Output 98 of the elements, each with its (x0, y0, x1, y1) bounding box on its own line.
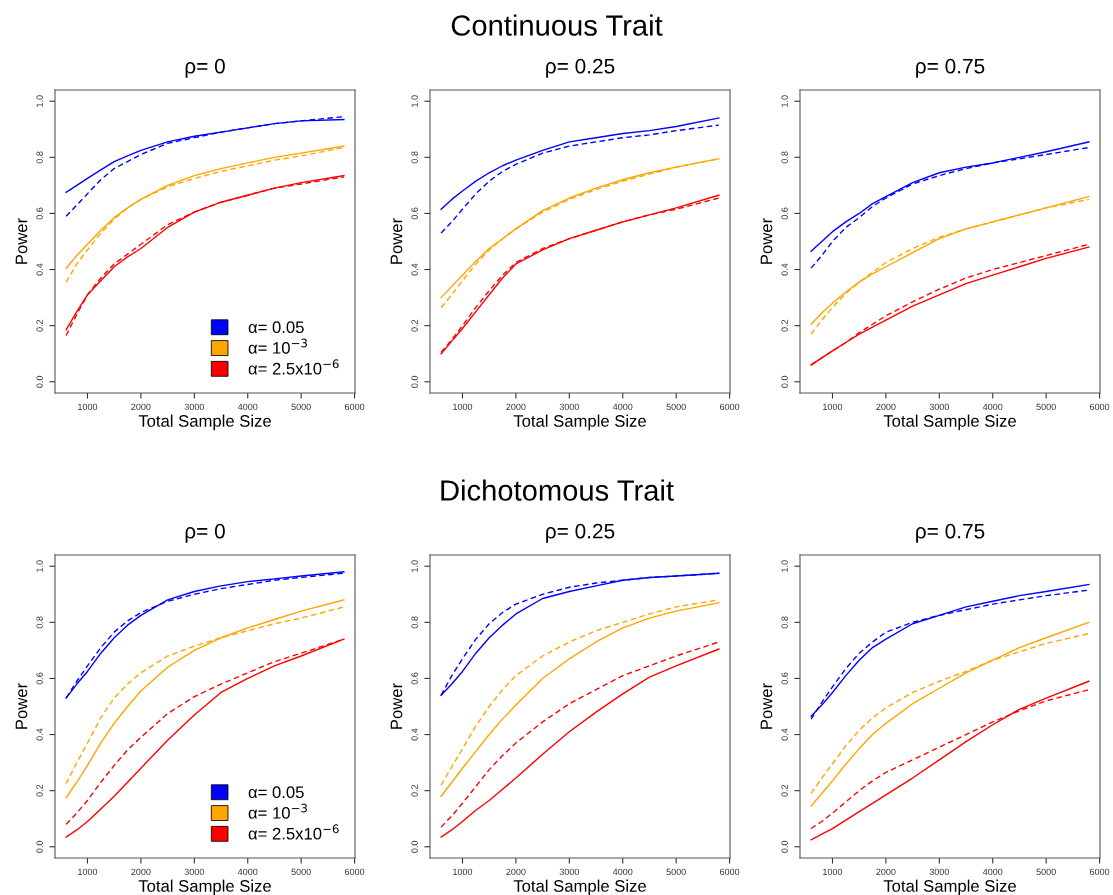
y-tick-label: 0.8 (36, 151, 43, 164)
x-axis-title: Total Sample Size (138, 879, 271, 895)
y-tick-label: 0.0 (411, 375, 418, 388)
x-tick-label: 1000 (823, 403, 843, 411)
y-tick-label: 0.0 (36, 375, 43, 388)
x-tick-label: 2000 (506, 403, 526, 411)
y-tick-label: 0.0 (781, 840, 788, 853)
x-tick-label: 4000 (237, 403, 258, 411)
x-tick-label: 6000 (1089, 403, 1110, 411)
y-tick-label: 0.8 (781, 151, 788, 164)
x-tick-label: 5000 (1036, 403, 1056, 411)
x-tick-label: 3000 (559, 868, 580, 876)
x-tick-label: 4000 (612, 403, 633, 411)
y-axis-title: Power (760, 683, 773, 729)
x-axis-title: Total Sample Size (513, 879, 646, 895)
y-tick-label: 0.2 (411, 784, 418, 797)
x-tick-label: 5000 (666, 403, 686, 411)
x-tick-label: 2000 (876, 403, 896, 411)
x-tick-label: 5000 (1036, 868, 1056, 876)
x-tick-label: 1000 (453, 868, 473, 876)
legend-label: α= 2.5x10$^{−6}$ (248, 824, 339, 840)
x-tick-label: 5000 (291, 868, 311, 876)
x-tick-label: 3000 (929, 403, 950, 411)
y-tick-label: 0.0 (411, 840, 418, 853)
y-tick-label: 1.0 (36, 560, 43, 572)
y-tick-label: 0.6 (781, 207, 788, 220)
y-tick-label: 0.4 (781, 728, 788, 741)
legend-label: α= 0.05 (248, 786, 304, 799)
legend-label: α= 10$^{−3}$ (248, 803, 307, 819)
x-tick-label: 1000 (78, 868, 98, 876)
x-tick-label: 2000 (876, 868, 896, 876)
y-tick-label: 0.0 (36, 840, 43, 853)
x-tick-label: 1000 (78, 403, 98, 411)
x-tick-label: 6000 (344, 868, 365, 876)
x-axis-title: Total Sample Size (138, 414, 271, 431)
chart-title: ρ= 0 (185, 523, 225, 543)
y-tick-label: 0.4 (411, 728, 418, 741)
x-tick-label: 6000 (719, 868, 740, 876)
x-tick-label: 6000 (344, 403, 365, 411)
y-tick-label: 0.4 (36, 263, 43, 276)
x-tick-label: 1000 (823, 868, 843, 876)
x-tick-label: 3000 (929, 868, 950, 876)
y-tick-label: 0.0 (781, 375, 788, 388)
y-tick-label: 0.2 (36, 784, 43, 797)
y-tick-label: 1.0 (411, 95, 418, 107)
x-axis-title: Total Sample Size (513, 414, 646, 431)
x-axis-title: Total Sample Size (883, 879, 1016, 895)
y-axis-title: Power (390, 218, 403, 264)
x-tick-label: 5000 (666, 868, 686, 876)
y-tick-label: 0.2 (781, 784, 788, 797)
legend-label: α= 10$^{−3}$ (248, 338, 307, 354)
y-tick-label: 0.6 (411, 207, 418, 220)
x-tick-label: 4000 (612, 868, 633, 876)
chart-title: ρ= 0.25 (546, 58, 615, 78)
y-tick-label: 0.2 (36, 319, 43, 332)
y-tick-label: 0.6 (781, 672, 788, 685)
chart-title: ρ= 0.75 (916, 58, 985, 78)
y-axis-title: Power (15, 683, 28, 729)
y-tick-label: 0.8 (36, 616, 43, 629)
y-tick-label: 0.6 (36, 207, 43, 220)
y-tick-label: 0.4 (411, 263, 418, 276)
x-tick-label: 2000 (506, 868, 526, 876)
x-tick-label: 4000 (982, 403, 1003, 411)
legend-label: α= 0.05 (248, 321, 304, 334)
y-axis-title: Power (15, 218, 28, 264)
y-tick-label: 1.0 (36, 95, 43, 107)
text: Continuous Trait (451, 14, 663, 36)
x-axis-title: Total Sample Size (883, 414, 1016, 431)
y-tick-label: 0.8 (411, 151, 418, 164)
y-tick-label: 0.2 (781, 319, 788, 332)
chart-title: ρ= 0.75 (916, 523, 985, 543)
x-tick-label: 4000 (982, 868, 1003, 876)
text: Dichotomous Trait (441, 479, 674, 501)
x-tick-label: 4000 (237, 868, 258, 876)
y-tick-label: 1.0 (781, 560, 788, 572)
y-tick-label: 1.0 (411, 560, 418, 572)
y-tick-label: 0.4 (36, 728, 43, 741)
chart-title: ρ= 0.25 (546, 523, 615, 543)
y-tick-label: 0.8 (781, 616, 788, 629)
x-tick-label: 5000 (291, 403, 311, 411)
x-tick-label: 1000 (453, 403, 473, 411)
x-tick-label: 6000 (719, 403, 740, 411)
legend-label: α= 2.5x10$^{−6}$ (248, 359, 339, 375)
x-tick-label: 3000 (559, 403, 580, 411)
x-tick-label: 2000 (131, 403, 151, 411)
x-tick-label: 6000 (1089, 868, 1110, 876)
y-axis-title: Power (760, 218, 773, 264)
x-tick-label: 3000 (184, 868, 205, 876)
x-tick-label: 2000 (131, 868, 151, 876)
y-tick-label: 0.4 (781, 263, 788, 276)
x-tick-label: 3000 (184, 403, 205, 411)
y-tick-label: 1.0 (781, 95, 788, 107)
chart-title: ρ= 0 (185, 58, 225, 78)
y-tick-label: 0.6 (36, 672, 43, 685)
y-tick-label: 0.8 (411, 616, 418, 629)
y-tick-label: 0.2 (411, 319, 418, 332)
y-tick-label: 0.6 (411, 672, 418, 685)
y-axis-title: Power (390, 683, 403, 729)
